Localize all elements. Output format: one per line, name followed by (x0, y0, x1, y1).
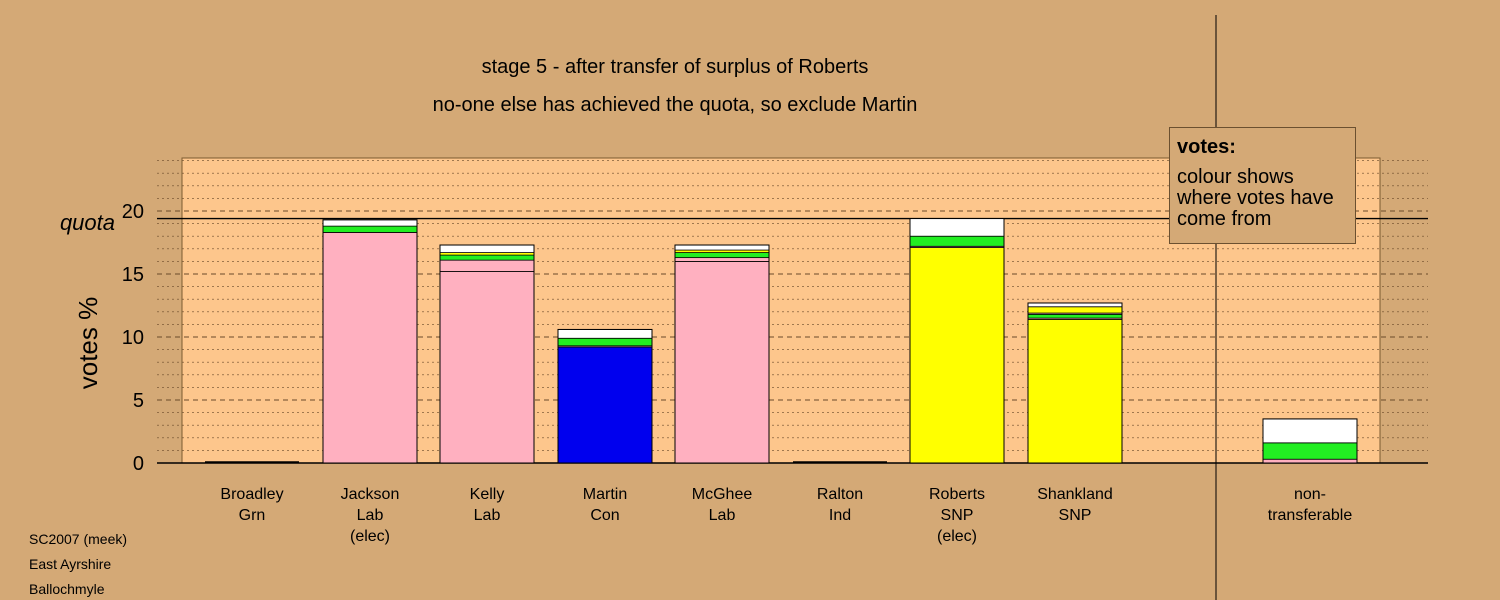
bar-martin (557, 328, 653, 464)
bar-outline (557, 328, 653, 464)
bar-segment (1262, 458, 1358, 464)
bar-outline (439, 244, 535, 464)
x-tick-label: transferable (1268, 507, 1353, 524)
x-tick-label: Lab (709, 507, 736, 524)
bar-jackson (322, 219, 418, 464)
x-tick-label: McGhee (692, 486, 753, 503)
bar-roberts (909, 218, 1005, 464)
y-axis-label: votes % (73, 297, 103, 390)
bar-segment (1262, 418, 1358, 444)
footer-council: East Ayrshire (29, 556, 112, 572)
y-tick-label: 10 (122, 327, 144, 349)
bar-segment (322, 225, 418, 233)
bar-outline (1262, 418, 1358, 464)
y-tick-label: 15 (122, 264, 144, 286)
bar-segment (674, 260, 770, 464)
legend-text: colour shows where votes have come from (1177, 166, 1334, 230)
bar-outline (322, 219, 418, 464)
footer-election: SC2007 (meek) (29, 531, 128, 547)
x-tick-label: Lab (357, 507, 384, 524)
x-tick-label: Kelly (470, 486, 505, 503)
x-tick-label: Broadley (220, 486, 283, 503)
bar-kelly (439, 244, 535, 464)
bar-segment (909, 235, 1005, 247)
quota-label: quota (60, 210, 115, 235)
x-tick-label: Roberts (929, 486, 985, 503)
x-tick-label: Ind (829, 507, 851, 524)
x-tick-label: Grn (239, 507, 266, 524)
x-tick-label: (elec) (937, 528, 977, 545)
bar-outline (1027, 302, 1123, 464)
bar-segment (322, 232, 418, 464)
x-tick-label: (elec) (350, 528, 390, 545)
y-tick-label: 20 (122, 201, 144, 223)
bar-segment (1027, 302, 1123, 308)
bar-segment (439, 254, 535, 261)
bar-segment (909, 218, 1005, 237)
x-tick-label: Lab (474, 507, 501, 524)
x-tick-label: Jackson (341, 486, 400, 503)
bar-segment (909, 247, 1005, 464)
bar-segment (439, 259, 535, 272)
chart-title: stage 5 - after transfer of surplus of R… (482, 56, 869, 78)
bar-segment (439, 244, 535, 253)
x-tick-label: Con (590, 507, 619, 524)
bar-segment (557, 346, 653, 464)
footer-ward: Ballochmyle (29, 581, 105, 597)
bar-segment (1027, 313, 1123, 319)
x-tick-label: Martin (583, 486, 627, 503)
y-tick-label: 0 (133, 453, 144, 475)
legend: votes: colour shows where votes have com… (1169, 127, 1356, 244)
bar-segment (1027, 318, 1123, 464)
bar-segment (322, 219, 418, 227)
x-tick-label: SNP (1059, 507, 1092, 524)
bar-shankland (1027, 302, 1123, 464)
legend-title: votes: (1177, 136, 1236, 158)
bar-non (1262, 418, 1358, 464)
bar-segment (439, 271, 535, 464)
x-axis-labels: Broadley Grn Jackson Lab (elec) Kelly Lab Marti… (220, 486, 1352, 545)
bar-segment (1262, 442, 1358, 460)
chart-subtitle: no-one else has achieved the quota, so e… (433, 94, 918, 116)
bar-outline (909, 218, 1005, 464)
x-tick-label: SNP (941, 507, 974, 524)
y-axis: 0 5 10 15 20 (122, 201, 144, 475)
bar-segment (674, 252, 770, 259)
x-tick-label: Ralton (817, 486, 863, 503)
x-tick-label: Shankland (1037, 486, 1113, 503)
bar-segment (557, 337, 653, 347)
bar-segment (674, 257, 770, 262)
bar-segment (674, 244, 770, 251)
bar-outline (674, 244, 770, 464)
x-tick-label: non- (1294, 486, 1326, 503)
bar-segment (1027, 306, 1123, 314)
bar-segment (557, 329, 653, 339)
y-tick-label: 5 (133, 390, 144, 412)
bars (205, 218, 1358, 464)
bar-mcghee (674, 244, 770, 464)
